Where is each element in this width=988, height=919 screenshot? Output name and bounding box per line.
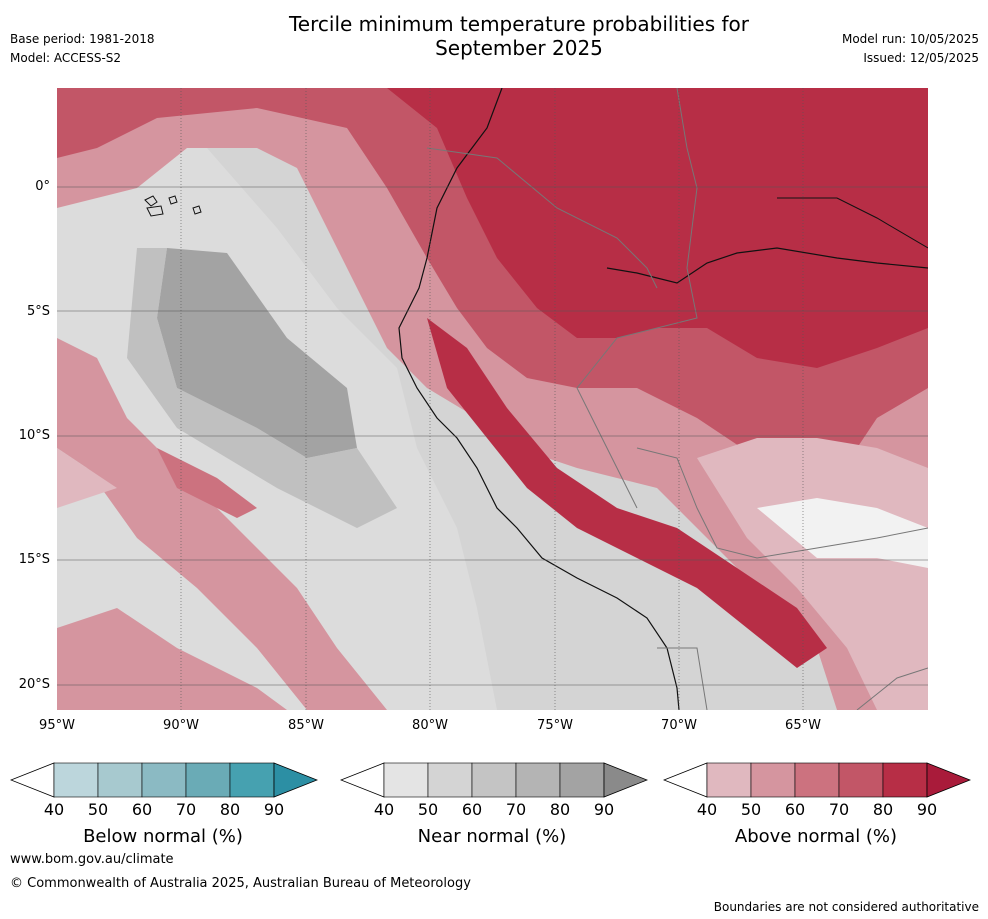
sw-above-normal-band <box>57 338 387 710</box>
sw-above-normal-60-patch <box>157 448 257 518</box>
colorbar-segment <box>471 762 517 798</box>
andes-above-normal-ridge <box>427 318 827 668</box>
near-normal-70-core <box>157 248 357 458</box>
border-ecuador-colombia <box>426 147 658 289</box>
colorbar-tick: 60 <box>461 800 483 819</box>
sw-corner-above-normal <box>57 608 287 710</box>
page-title: Tercile minimum temperature probabilitie… <box>219 12 819 60</box>
lat-label: 0° <box>35 179 50 194</box>
colorbar-segment <box>97 762 143 798</box>
colorbar-segment <box>383 762 429 798</box>
below-normal-colorbar <box>10 762 318 798</box>
colorbar-tick: 60 <box>784 800 806 819</box>
above-normal-colorbar <box>663 762 971 798</box>
colorbar-segment <box>141 762 187 798</box>
probability-map <box>57 88 928 710</box>
graticule <box>57 186 928 686</box>
model-label: Model: ACCESS-S2 <box>10 51 122 65</box>
website-link[interactable]: www.bom.gov.au/climate <box>10 852 174 867</box>
lon-label: 75°W <box>537 718 573 733</box>
colorbar-segment <box>185 762 231 798</box>
colorbar-segment <box>229 762 275 798</box>
colorbar-tick: 60 <box>131 800 153 819</box>
colorbar-segment <box>794 762 840 798</box>
lon-label: 95°W <box>39 718 75 733</box>
colorbar-tick: 70 <box>505 800 527 819</box>
colorbar-extend-high <box>603 762 648 798</box>
colorbar-segment <box>559 762 605 798</box>
colorbar-segment <box>750 762 796 798</box>
coastline <box>398 88 680 710</box>
river-line-north <box>777 197 928 249</box>
colorbar-extend-high <box>926 762 971 798</box>
lon-label: 70°W <box>661 718 697 733</box>
title-line-2: September 2025 <box>435 36 603 60</box>
lat-label: 10°S <box>18 428 50 443</box>
colorbar-tick: 90 <box>916 800 938 819</box>
below-normal-title: Below normal (%) <box>83 826 243 847</box>
colorbar-tick: 50 <box>417 800 439 819</box>
lat-label: 15°S <box>18 552 50 567</box>
galapagos-islands <box>144 195 202 217</box>
colorbar-extend-low <box>663 762 708 798</box>
lon-label: 85°W <box>288 718 324 733</box>
lon-label: 90°W <box>163 718 199 733</box>
lat-label: 20°S <box>18 677 50 692</box>
colorbar-segment <box>53 762 99 798</box>
colorbar-extend-low <box>10 762 55 798</box>
near-normal-colorbar <box>340 762 648 798</box>
colorbar-segment <box>427 762 473 798</box>
river-line <box>606 247 928 284</box>
colorbar-tick: 80 <box>872 800 894 819</box>
colorbar-segment <box>838 762 884 798</box>
colorbar-tick: 80 <box>549 800 571 819</box>
title-line-1: Tercile minimum temperature probabilitie… <box>288 12 750 36</box>
colorbar-tick: 50 <box>87 800 109 819</box>
colorbar-tick: 90 <box>593 800 615 819</box>
colorbar-tick: 90 <box>263 800 285 819</box>
colorbar-extend-high <box>273 762 318 798</box>
colorbar-tick: 50 <box>740 800 762 819</box>
near-normal-title: Near normal (%) <box>417 826 567 847</box>
above-normal-title: Above normal (%) <box>734 826 898 847</box>
model-run-label: Model run: 10/05/2025 <box>841 32 979 46</box>
border-peru-brazil <box>576 88 698 509</box>
colorbar-segment <box>706 762 752 798</box>
colorbar-tick: 80 <box>219 800 241 819</box>
colorbar-extend-low <box>340 762 385 798</box>
colorbar-tick: 40 <box>373 800 395 819</box>
issued-label: Issued: 12/05/2025 <box>863 51 979 65</box>
near-normal-40-patch <box>757 498 928 568</box>
border-bolivia <box>636 447 928 559</box>
border-chile <box>657 647 708 710</box>
border-paraguay <box>856 667 928 710</box>
colorbar-tick: 70 <box>828 800 850 819</box>
above-normal-80-region <box>57 88 928 368</box>
above-normal-40-region <box>697 438 928 710</box>
colorbar-tick: 70 <box>175 800 197 819</box>
lon-label: 80°W <box>412 718 448 733</box>
west-edge-above-normal <box>57 448 117 508</box>
copyright-text: © Commonwealth of Australia 2025, Austra… <box>10 876 471 891</box>
lon-label: 65°W <box>785 718 821 733</box>
base-period-label: Base period: 1981-2018 <box>10 32 155 46</box>
colorbar-segment <box>882 762 928 798</box>
near-normal-60-region <box>127 248 397 528</box>
disclaimer-text: Boundaries are not considered authoritat… <box>713 900 979 914</box>
colorbar-tick: 40 <box>43 800 65 819</box>
colorbar-segment <box>515 762 561 798</box>
lat-label: 5°S <box>26 304 50 319</box>
colorbar-tick: 40 <box>696 800 718 819</box>
